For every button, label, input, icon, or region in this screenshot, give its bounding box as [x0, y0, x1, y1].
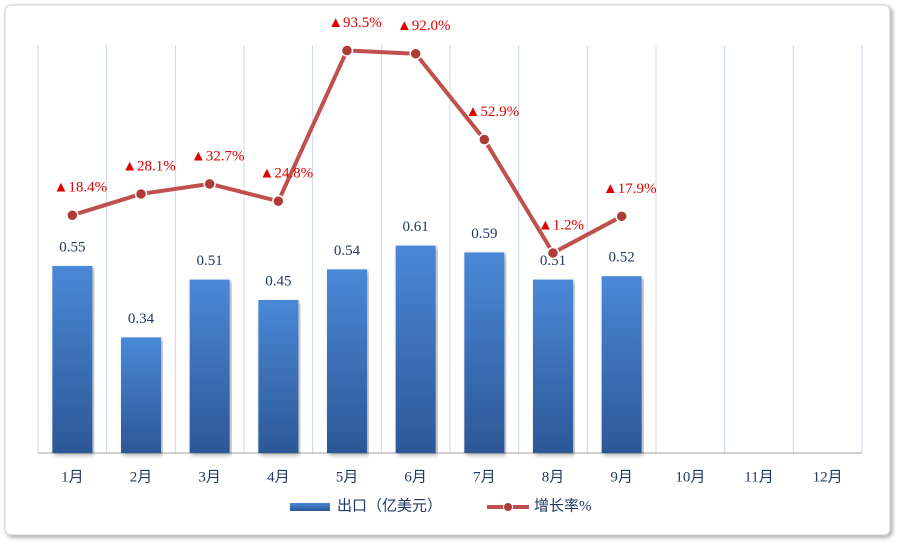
x-tick-label: 4月 — [267, 469, 290, 485]
x-tick-label: 9月 — [610, 469, 633, 485]
x-tick-label: 8月 — [542, 469, 565, 485]
line-label: ▲52.9% — [466, 104, 520, 120]
x-tick-label: 3月 — [198, 469, 221, 485]
bar — [121, 337, 161, 453]
bar-label: 0.61 — [403, 219, 429, 235]
line-label: ▲92.0% — [397, 18, 451, 34]
bar — [189, 279, 230, 453]
bar-label: 0.55 — [59, 239, 85, 255]
x-tick-label: 12月 — [813, 469, 843, 485]
line-label: ▲17.9% — [603, 181, 657, 197]
bar-label: 0.59 — [471, 226, 497, 242]
bar-label: 0.51 — [197, 253, 223, 269]
bar — [258, 300, 299, 453]
line-label: ▲1.2% — [538, 217, 584, 233]
bar-label: 0.51 — [540, 253, 566, 269]
line-label: ▲32.7% — [191, 148, 245, 164]
bar — [601, 276, 642, 453]
line-label: ▲18.4% — [54, 180, 108, 196]
bar — [52, 266, 93, 453]
x-tick-label: 11月 — [744, 469, 773, 485]
x-tick-label: 5月 — [336, 469, 359, 485]
line-marker — [272, 194, 285, 208]
line-label: ▲24.8% — [260, 166, 314, 182]
line-marker — [134, 187, 148, 201]
line-marker — [203, 177, 216, 191]
line-marker — [340, 44, 354, 57]
x-tick-label: 10月 — [675, 469, 705, 485]
line-marker — [409, 47, 422, 61]
bar — [533, 279, 573, 453]
bar — [395, 245, 436, 453]
bar-label: 0.34 — [128, 311, 155, 327]
legend-swatch — [503, 502, 514, 512]
x-tick-label: 1月 — [61, 469, 84, 485]
bar-label: 0.45 — [265, 273, 291, 289]
x-tick-label: 2月 — [130, 469, 153, 485]
bar — [464, 252, 505, 453]
line-marker — [615, 210, 628, 223]
bar-label: 0.52 — [609, 250, 635, 266]
bar — [327, 269, 367, 453]
frame — [4, 4, 891, 536]
line-marker — [478, 133, 491, 146]
bar-label: 0.54 — [334, 243, 361, 259]
legend-label: 增长率% — [534, 497, 592, 514]
x-tick-label: 6月 — [404, 469, 427, 485]
line-label: ▲28.1% — [122, 158, 176, 174]
line-marker — [66, 208, 79, 222]
x-tick-label: 7月 — [473, 469, 496, 485]
legend-label: 出口（亿美元） — [337, 497, 442, 514]
legend-swatch — [290, 503, 330, 511]
line-label: ▲93.5% — [328, 15, 382, 31]
line-marker — [546, 246, 560, 260]
